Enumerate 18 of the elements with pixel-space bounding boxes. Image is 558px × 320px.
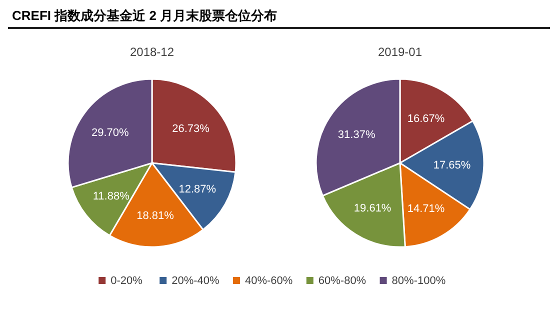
data-label: 17.65% — [433, 160, 471, 172]
data-label: 16.67% — [407, 112, 445, 125]
legend-label: 80%-100% — [392, 275, 446, 287]
data-label: 11.88% — [92, 190, 130, 202]
data-label: 18.81% — [136, 210, 174, 222]
data-label: 12.87% — [178, 184, 216, 196]
slice-label: 2019-01 — [378, 45, 422, 59]
data-label: 26.73% — [172, 123, 210, 136]
slice-label: 2018-12 — [130, 45, 174, 59]
legend-label: 20%-40% — [172, 275, 220, 287]
chart-title: CREFI 指数成分基金近 2 月月末股票仓位分布 — [12, 8, 278, 23]
data-label: 29.70% — [92, 126, 130, 139]
data-label: 14.71% — [407, 203, 445, 216]
legend-label: 40%-60% — [245, 275, 293, 287]
data-label: 19.61% — [354, 202, 392, 214]
data-label: 31.37% — [338, 129, 376, 142]
legend-label: 60%-80% — [318, 275, 366, 287]
legend-label: 0-20% — [110, 275, 143, 287]
